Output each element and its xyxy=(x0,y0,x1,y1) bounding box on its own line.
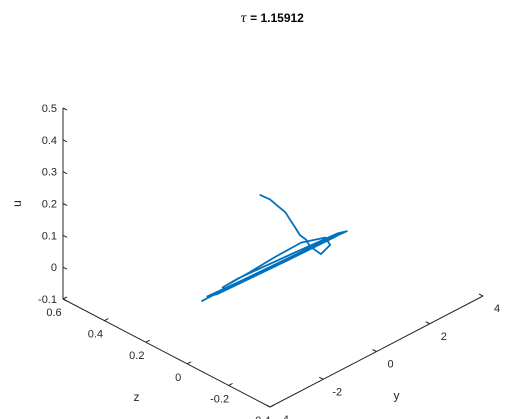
y-tick-mark xyxy=(319,376,324,380)
x-tick-mark xyxy=(269,404,275,408)
z-tick-label: 0.5 xyxy=(42,103,57,115)
z-tick-mark xyxy=(62,298,68,302)
y-tick-label: -2 xyxy=(332,386,342,398)
z-tick-label: 0.4 xyxy=(42,135,57,147)
x-tick-mark xyxy=(228,382,233,386)
x-tick-mark xyxy=(104,318,109,322)
y-tick-label: 2 xyxy=(441,331,447,343)
z-tick-label: 0.3 xyxy=(42,167,57,179)
x-tick-label: -0.4 xyxy=(252,415,271,419)
chart-title-symbol: τ xyxy=(240,11,247,25)
y-tick-mark xyxy=(372,349,377,352)
z-tick-label: -0.1 xyxy=(38,294,57,306)
z-tick-mark xyxy=(62,234,68,238)
z-tick-label: 0 xyxy=(51,262,57,274)
x-tick-label: 0.4 xyxy=(88,329,103,341)
z-tick-mark xyxy=(62,139,68,143)
y-tick-mark xyxy=(425,321,430,325)
plot-area xyxy=(201,194,348,302)
z-tick-mark xyxy=(62,266,68,270)
series-line-0 xyxy=(201,194,348,302)
z-tick-label: 0.2 xyxy=(42,199,57,211)
y-tick-mark xyxy=(478,293,484,297)
chart-title-value: = 1.15912 xyxy=(247,11,304,25)
y-tick-mark xyxy=(265,404,271,408)
x-axis-line xyxy=(62,298,271,408)
y-tick-label: 4 xyxy=(494,303,500,315)
x-tick-label: -0.2 xyxy=(210,393,229,405)
x-tick-mark xyxy=(62,296,68,300)
x-axis-label: z xyxy=(134,390,140,404)
z-axis-label: u xyxy=(10,200,24,207)
axes xyxy=(62,107,484,408)
x-tick-label: 0.6 xyxy=(46,307,61,319)
z-tick-label: 0.1 xyxy=(42,230,57,242)
chart-title: τ = 1.15912 xyxy=(240,11,304,25)
x-tick-label: 0.2 xyxy=(129,350,144,362)
z-tick-mark xyxy=(62,203,68,206)
tick-labels: 0.6 0.4 0.2 0 -0.2 -0.4 -4 -2 0 2 4 -0.1 0 0.1 0.2 0.3 0… xyxy=(38,103,500,419)
z-tick-mark xyxy=(62,171,68,175)
y-tick-label: 0 xyxy=(387,359,393,371)
y-axis-label: y xyxy=(394,389,400,403)
x-tick-mark xyxy=(186,361,192,365)
x-tick-mark xyxy=(145,339,151,343)
axis-labels: z y u xyxy=(10,200,400,404)
y-tick-label: -4 xyxy=(279,414,289,419)
x-tick-label: 0 xyxy=(175,372,181,384)
z-tick-mark xyxy=(62,107,68,111)
